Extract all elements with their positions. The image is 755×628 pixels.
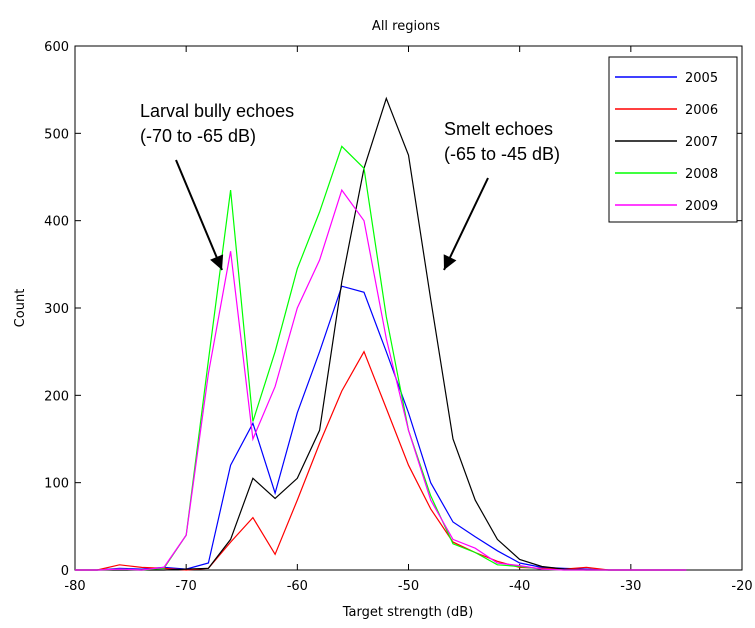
- y-tick-label: 600: [44, 40, 69, 55]
- legend-label: 2007: [685, 135, 718, 150]
- y-tick-label: 300: [44, 302, 69, 317]
- y-tick-label: 100: [44, 477, 69, 492]
- y-tick-label: 0: [61, 564, 69, 579]
- x-tick-label: -30: [620, 579, 641, 594]
- legend-box: [608, 56, 738, 223]
- series-line-2009: [75, 188, 687, 571]
- y-tick-label: 500: [44, 127, 69, 142]
- series-line-2005: [75, 285, 687, 571]
- x-axis-label: Target strength (dB): [342, 605, 474, 620]
- annotation-arrowhead: [210, 254, 224, 270]
- y-tick-label: 200: [44, 389, 69, 404]
- annotation-arrowhead: [443, 254, 457, 270]
- legend-label: 2006: [685, 103, 718, 118]
- y-axis-label: Count: [13, 289, 28, 328]
- legend: 2005 2006 2007 2008 2009: [608, 56, 738, 223]
- annotation-1: Larval bully echoes (-70 to -65 dB): [140, 101, 294, 271]
- annotation-layer: Larval bully echoes (-70 to -65 dB) Smelt …: [140, 101, 560, 271]
- x-tick-label: -50: [398, 579, 419, 594]
- annotation-arrow: [175, 159, 223, 271]
- legend-label: 2005: [685, 71, 718, 86]
- y-axis: 0 100 200 300 400 500 600: [44, 40, 742, 579]
- annotation-arrow: [443, 177, 489, 271]
- annotation-2: Smelt echoes (-65 to -45 dB): [443, 119, 560, 271]
- x-axis: -80 -70 -60 -50 -40 -30 -20: [64, 46, 753, 594]
- x-tick-label: -80: [64, 579, 85, 594]
- x-tick-label: -40: [509, 579, 530, 594]
- annotation-text: Smelt echoes: [444, 119, 553, 139]
- chart-title: All regions: [372, 19, 440, 34]
- annotation-text: Larval bully echoes: [140, 101, 294, 121]
- x-tick-label: -70: [176, 579, 197, 594]
- annotation-text: (-70 to -65 dB): [140, 126, 256, 146]
- series-layer: [75, 96, 687, 571]
- annotation-text: (-65 to -45 dB): [444, 144, 560, 164]
- x-tick-label: -60: [287, 579, 308, 594]
- x-tick-label: -20: [731, 579, 752, 594]
- y-tick-label: 400: [44, 215, 69, 230]
- legend-label: 2009: [685, 199, 718, 214]
- legend-label: 2008: [685, 167, 718, 182]
